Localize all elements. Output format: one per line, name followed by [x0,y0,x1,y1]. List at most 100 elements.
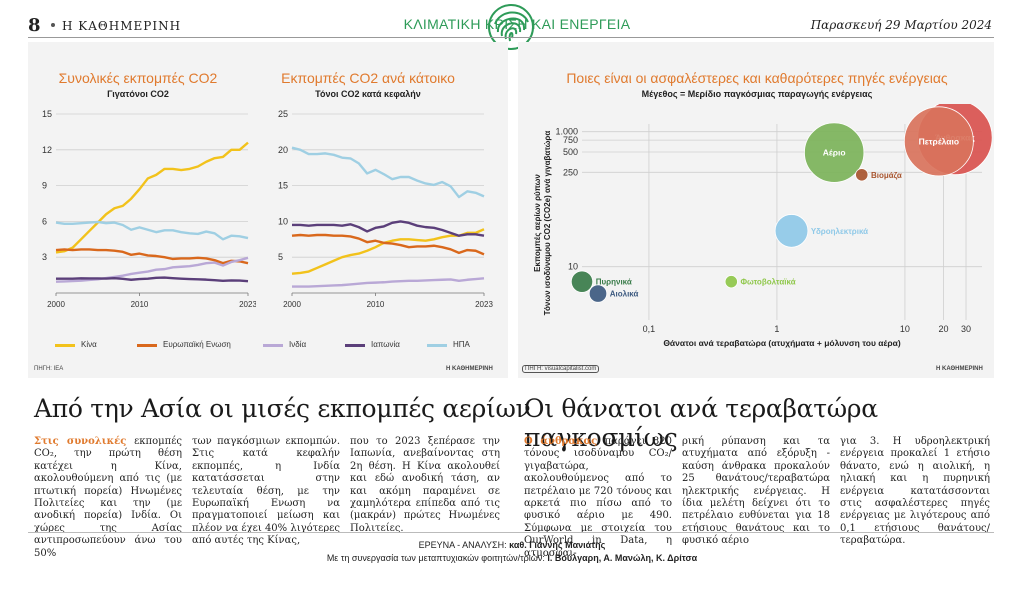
x-tick-label: 2023 [239,300,256,309]
series-line-ΗΠΑ [291,146,485,199]
x-tick-label: 10 [900,324,910,334]
bubble-Πυρηνικά [570,270,594,293]
credit-left: Η ΚΑΘΗΜΕΡΙΝΗ [446,366,493,372]
legend-swatch [137,344,157,347]
bubble-Αιολικά [588,284,608,303]
bubble-Αέριο [804,122,865,183]
chart2-plot: 5 10 15 20 25 2000 2010 2023 [278,109,493,309]
y-tick-label: 15 [42,109,52,119]
legend-label: ΗΠΑ [453,340,470,349]
chart1-subtitle: Γιγατόνοι CO2 [107,89,169,99]
series-line-Ινδία [55,256,249,283]
chart1-title: Συνολικές εκπομπές CO2 [58,70,218,86]
y-tick-label: 15 [278,181,288,191]
bullet-dot [51,23,55,27]
y-tick-label: 6 [42,216,47,226]
left-col-2: των παγκόσμιων εκπομπών. Στις κατά κεφαλ… [192,436,340,547]
y-tick-label: 750 [563,135,578,145]
x-tick-label: 2010 [131,300,149,309]
chart3-title: Ποιες είναι οι ασφαλέστερες και καθαρότε… [566,70,948,86]
legend-label: Ευρωπαϊκή Ενωση [163,340,231,349]
bubble-Φωτοβολταϊκά [724,275,738,289]
x-tick-label: 2000 [283,300,301,309]
bubble-label: Πυρηνικά [596,278,632,287]
y-axis-label: Εκπομπές αερίων ρύπωνΤόνων ισοδύναμου CO… [533,131,552,316]
y-tick-label: 12 [42,145,52,155]
bubble-Πετρέλαιο [903,106,974,177]
series-line-Ευρωπαϊκή Ενωση [55,248,249,265]
footer-collab: Με τη συνεργασία των μεταπτυχιακών φοιτη… [326,553,698,563]
bubble-Υδροηλεκτρικά [774,214,809,248]
bubble-label: Αέριο [823,148,846,158]
x-tick-label: 30 [961,324,971,334]
legend-label: Κίνα [81,340,97,349]
footer-research: ΕΡΕΥΝΑ - ΑΝΑΛΥΣΗ: καθ. Γιάννης Μανιάτης [418,540,606,550]
right-headline: Οι θάνατοι ανά τεραβατώρα παγκοσμίως [524,394,878,452]
y-tick-label: 5 [278,252,283,262]
x-tick-label: 2000 [47,300,65,309]
y-tick-label: 25 [278,109,288,119]
chart1-plot: 3 6 9 12 15 2000 2010 2023 [42,109,256,309]
right-col-2: ρική ρύπανση και τα ατυχήματα από εξόρυξ… [682,436,830,547]
series-line-Κίνα [55,141,249,254]
left-col-1: Στις συνολικές εκπομπές CO₂, την πρώτη θ… [34,436,182,559]
right-infographic [518,42,994,378]
x-axis-label: Θάνατοι ανά τεραβατώρα (ατυχήματα + μόλυ… [663,338,901,348]
y-tick-label: 500 [563,147,578,157]
y-tick-label: 9 [42,181,47,191]
bubble-label: Αιολικά [610,290,639,299]
y-tick-label: 20 [278,145,288,155]
bubble-label: Υδροηλεκτρικά [811,227,868,236]
x-tick-label: 0,1 [643,324,656,334]
issue-date: Παρασκευή 29 Μαρτίου 2024 [810,18,992,32]
legend: Κίνα Ευρωπαϊκή Ενωση Ινδία Ιαπωνία ΗΠΑ [55,340,505,352]
y-tick-label: 10 [278,216,288,226]
series-line-Κίνα [291,228,485,275]
right-lead: Ο άνθρακας [524,436,598,447]
right-col-3: για 3. Η υδροηλεκτρική ενέργεια προκαλεί… [840,436,990,547]
bubble-label: Πετρέλαιο [919,136,959,146]
y-tick-label: 250 [563,167,578,177]
series-line-Ιαπωνία [56,276,249,283]
bubble-label: Βιομάζα [871,171,902,180]
x-tick-label: 2010 [367,300,385,309]
y-tick-label: 1.000 [555,127,578,137]
y-axis-label-line1: Εκπομπές αερίων ρύπων [533,174,542,272]
x-tick-label: 2023 [475,300,493,309]
y-axis-label-line2: Τόνων ισοδύναμου CO2 (CO2e) ανά γιγαβατώ… [543,131,552,316]
credit-right: Η ΚΑΘΗΜΕΡΙΝΗ [936,366,983,372]
legend-swatch [427,344,447,347]
page-number: 8 [28,15,41,36]
footer-rule [28,532,994,533]
left-col-3: που το 2023 ξεπέρασε την Ιαπωνία, ανεβαί… [350,436,500,534]
chart3-subtitle: Μέγεθος = Μερίδιο παγκόσμιας παραγωγής ε… [641,89,873,99]
series-line-ΗΠΑ [55,220,249,241]
legend-label: Ινδία [289,340,307,349]
legend-label: Ιαπωνία [371,340,400,349]
newspaper-name: Η ΚΑΘΗΜΕΡΙΝΗ [62,19,182,33]
chart2-subtitle: Τόνοι CO2 κατά κεφαλήν [315,89,421,99]
chart2-title: Εκπομπές CO2 ανά κάτοικο [281,70,455,86]
right-col-1: Ο άνθρακας παράγει 820 τόνους ισοδύναμου… [524,436,673,559]
legend-swatch [263,344,283,347]
fingerprint-logo-icon [486,2,536,52]
series-line-Ευρωπαϊκή Ενωση [291,233,485,256]
legend-swatch [345,344,365,347]
y-tick-label: 3 [42,252,47,262]
bubble-Βιομάζα [855,168,869,182]
left-headline: Από την Ασία οι μισές εκπομπές αερίων [34,394,531,423]
legend-swatch [55,344,75,347]
series-line-Ιαπωνία [292,220,485,237]
header-rule [28,37,994,38]
source-note-right: ΠΗΓΗ: visualcapitalist.com [522,365,600,373]
source-note-left: ΠΗΓΗ: IEA [34,366,64,372]
left-infographic [28,42,508,378]
x-tick-label: 1 [774,324,779,334]
x-tick-label: 20 [938,324,948,334]
bubble-label: Φωτοβολταϊκά [740,278,795,287]
y-tick-label: 10 [568,262,578,272]
series-line-Ινδία [292,277,485,288]
left-lead: Στις συνολικές [34,436,127,447]
section-title: ΚΛΙΜΑΤΙΚΗ ΚΡΙΣΗ ΚΑΙ ΕΝΕΡΓΕΙΑ [403,16,631,32]
